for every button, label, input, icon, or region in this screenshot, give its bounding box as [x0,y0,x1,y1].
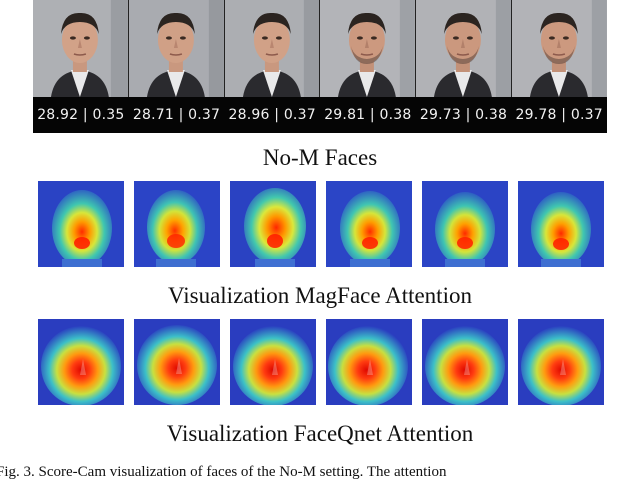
heatmap-illustration [326,319,412,405]
magface-attention-map [326,181,412,267]
face-photo [128,0,224,97]
heatmap-illustration [422,319,508,405]
face-photo-strip [33,0,607,97]
quality-score: 28.96 | 0.37 [228,107,316,123]
heatmap-illustration [38,319,124,405]
magface-attention-map [134,181,220,267]
magface-attention-map [230,181,316,267]
face-photo [33,0,128,97]
face-illustration [224,0,320,97]
heatmap-illustration [518,181,604,267]
faceqnet-attention-map [134,319,220,405]
quality-score: 29.81 | 0.38 [324,107,412,123]
heatmap-illustration [422,181,508,267]
heatmap-illustration [134,181,220,267]
figure-caption: Fig. 3. Score-Cam visualization of faces… [0,464,447,480]
heatmap-illustration [230,319,316,405]
magface-attention-map [518,181,604,267]
face-illustration [416,0,512,97]
face-illustration [33,0,128,97]
heatmap-illustration [134,319,220,405]
face-photo [512,0,607,97]
quality-score-bar: 28.92 | 0.35 28.71 | 0.37 28.96 | 0.37 2… [33,97,607,133]
faces-label: No-M Faces [262,145,378,170]
quality-score: 29.73 | 0.38 [419,107,508,123]
face-photo [320,0,416,97]
heatmap-illustration [518,319,604,405]
magface-attention-row [38,181,604,267]
heatmap-illustration [38,181,124,267]
heatmap-illustration [230,181,316,267]
faceqnet-label: Visualization FaceQnet Attention [166,421,474,446]
face-illustration [128,0,224,97]
face-illustration [512,0,607,97]
face-photo [224,0,320,97]
heatmap-illustration [326,181,412,267]
faceqnet-attention-map [38,319,124,405]
faceqnet-attention-map [518,319,604,405]
quality-score: 29.78 | 0.37 [515,107,603,123]
magface-attention-map [38,181,124,267]
faceqnet-attention-map [422,319,508,405]
quality-score: 28.71 | 0.37 [132,107,221,123]
faceqnet-attention-row [38,319,604,405]
magface-label: Visualization MagFace Attention [168,283,472,308]
faceqnet-attention-map [230,319,316,405]
face-photo [416,0,512,97]
face-illustration [320,0,416,97]
faceqnet-attention-map [326,319,412,405]
quality-score: 28.92 | 0.35 [37,107,125,123]
magface-attention-map [422,181,508,267]
